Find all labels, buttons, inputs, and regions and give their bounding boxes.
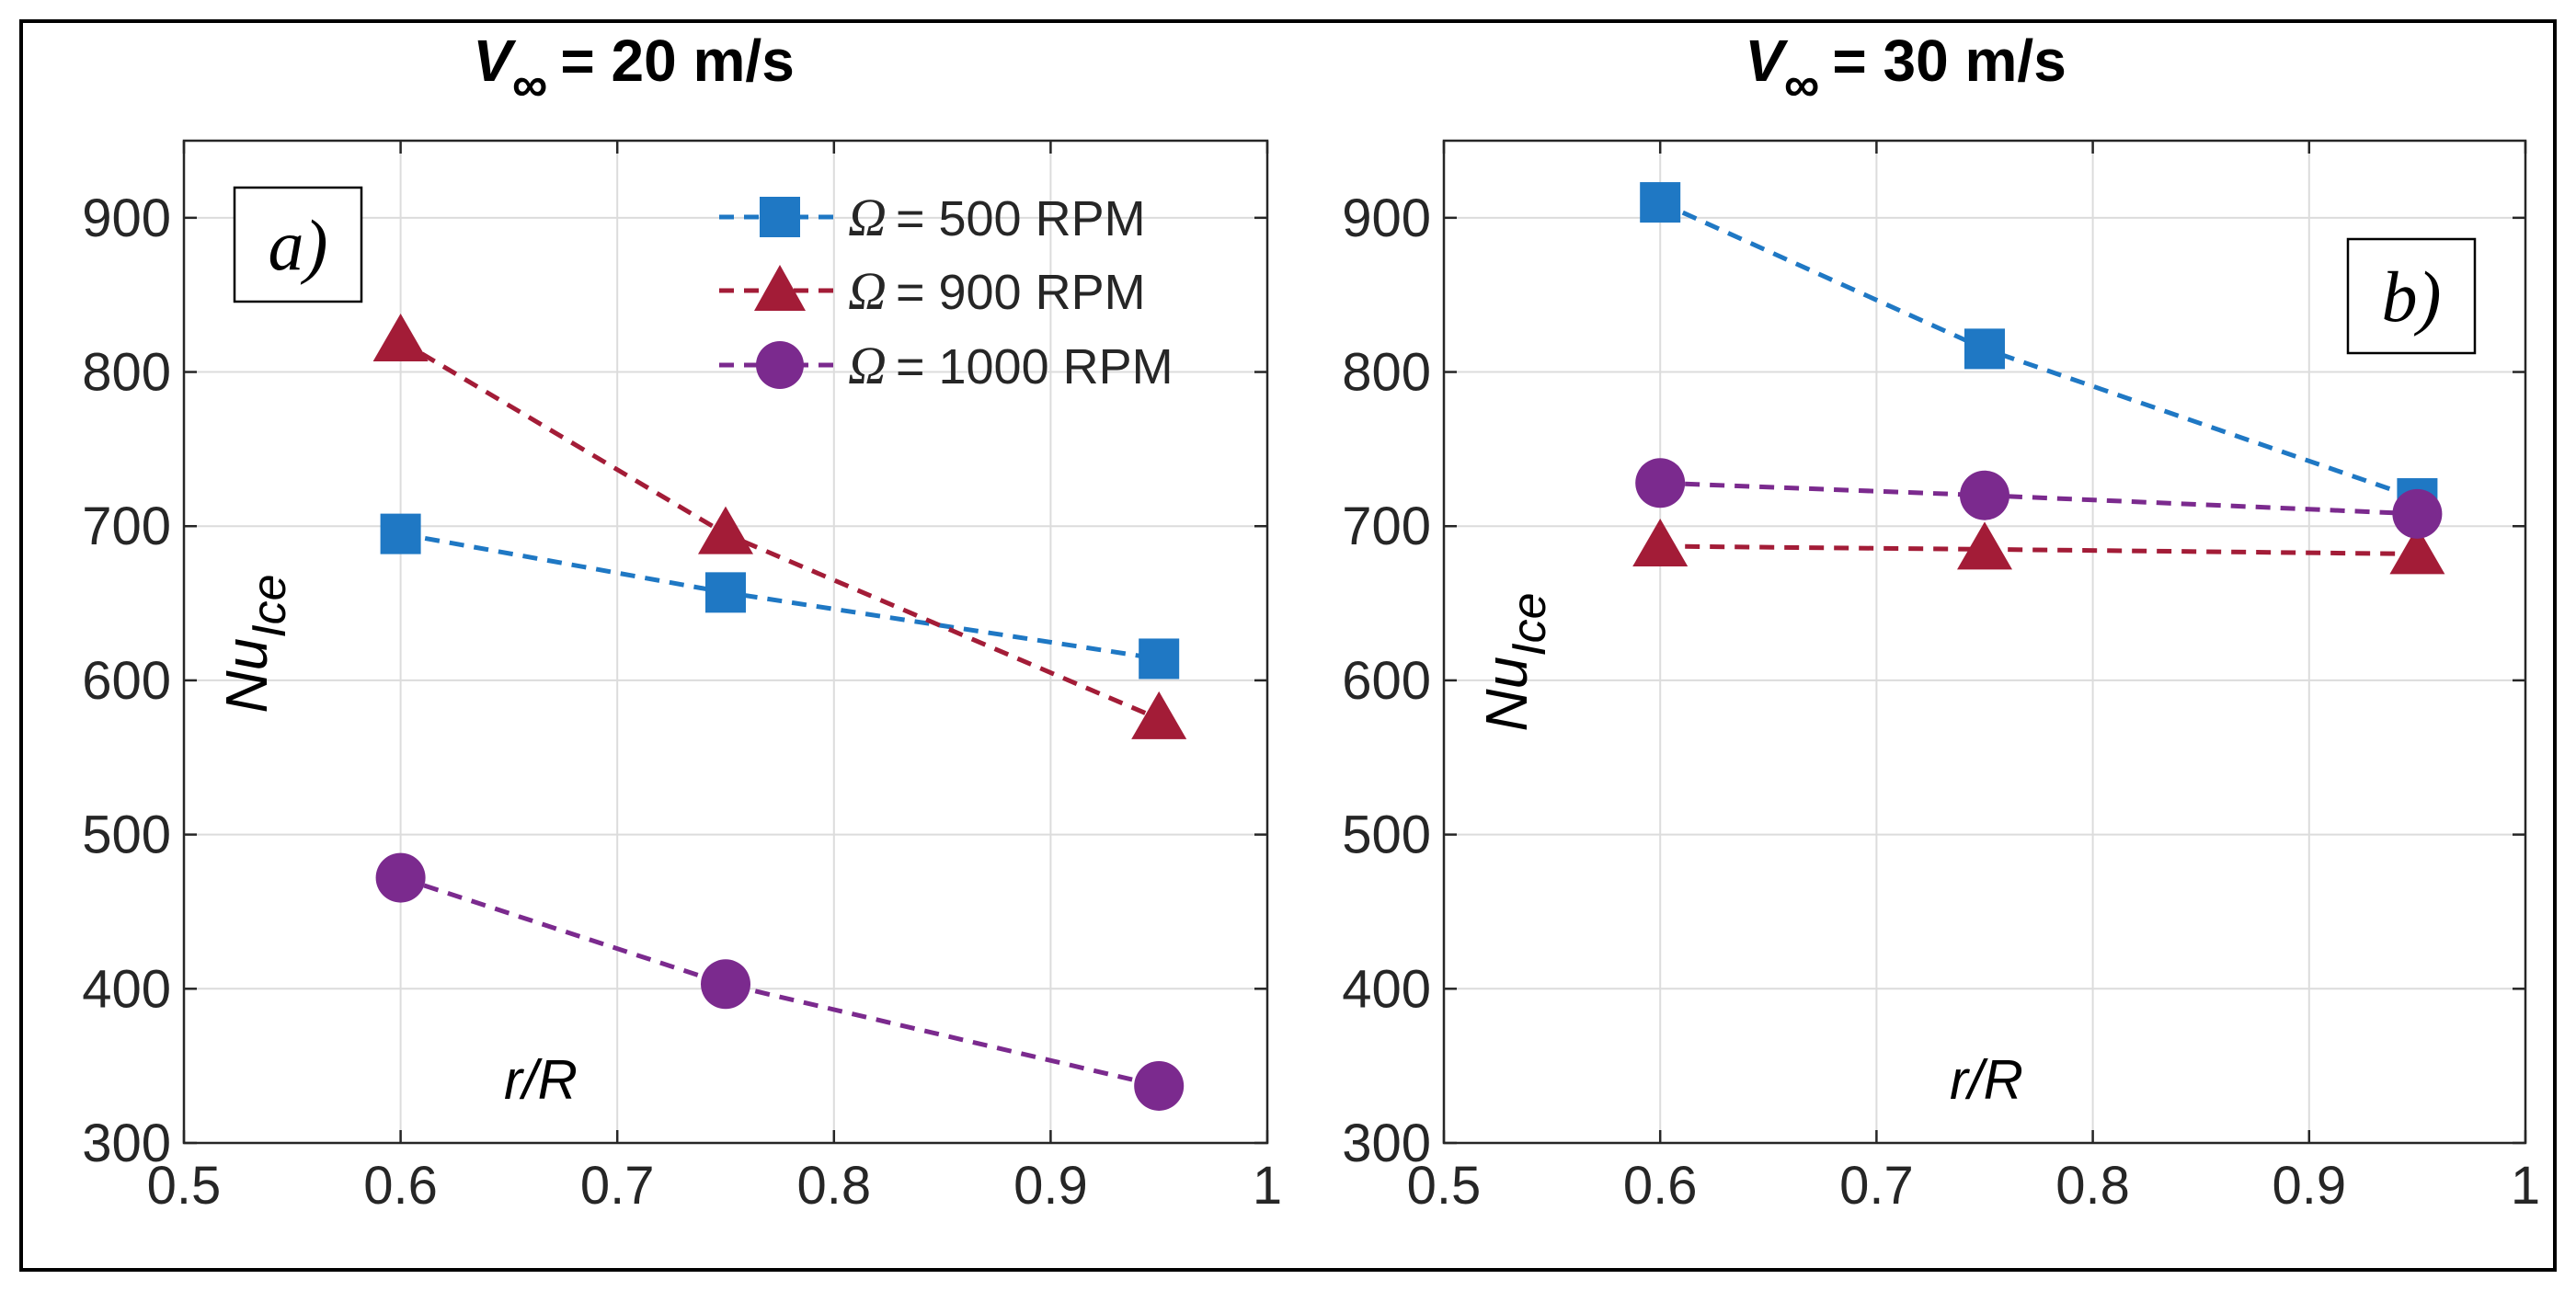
title-symbol: V xyxy=(473,28,517,94)
x-tick-label: 0.6 xyxy=(363,1156,438,1216)
data-point-circle xyxy=(1960,470,2009,520)
figure-frame xyxy=(19,19,2557,1272)
panel-b-ticks xyxy=(1442,141,2527,1145)
ylabel-base: Nu xyxy=(1473,657,1540,732)
x-tick-label: 1 xyxy=(2511,1156,2540,1216)
data-point-circle xyxy=(375,852,426,903)
data-point-triangle xyxy=(2389,526,2445,575)
legend-item-1000: Ω = 1000 RPM xyxy=(719,336,1174,395)
legend-symbol: Ω xyxy=(848,336,887,395)
data-point-triangle xyxy=(1131,691,1187,739)
y-tick-label: 500 xyxy=(1342,805,1431,865)
data-point-square xyxy=(705,572,746,613)
y-tick-label: 300 xyxy=(1342,1114,1431,1173)
title-subscript: ∞ xyxy=(1784,57,1820,112)
title-subscript: ∞ xyxy=(512,57,548,112)
legend-marker-triangle xyxy=(754,265,806,311)
legend-value: = 1000 RPM xyxy=(896,339,1174,394)
panel-a-xlabel: r/R xyxy=(504,1049,578,1111)
legend-marker-circle xyxy=(756,341,804,389)
series-line xyxy=(399,875,1160,1089)
y-tick-label: 400 xyxy=(1342,959,1431,1019)
y-tick-label: 400 xyxy=(82,959,171,1019)
legend-label: Ω = 500 RPM xyxy=(848,188,1146,247)
panel-label-box xyxy=(2346,237,2477,355)
data-point-square xyxy=(1640,182,1681,223)
ylabel-subscript: Ice xyxy=(1503,592,1556,656)
y-tick-label: 800 xyxy=(1342,343,1431,403)
legend-symbol: Ω xyxy=(848,261,887,321)
x-tick-label: 0.9 xyxy=(1013,1156,1088,1216)
legend-item-500: Ω = 500 RPM xyxy=(719,188,1146,247)
title-value: = 20 m/s xyxy=(560,28,794,94)
panel-b-grid xyxy=(1444,141,2525,1143)
data-point-circle xyxy=(701,959,750,1010)
data-point-circle xyxy=(1134,1060,1185,1111)
x-tick-label: 0.8 xyxy=(2055,1156,2130,1216)
data-point-triangle xyxy=(698,506,753,554)
y-tick-label: 600 xyxy=(82,651,171,711)
y-tick-label: 600 xyxy=(1342,651,1431,711)
panel-a-title: V∞ = 20 m/s xyxy=(473,28,795,112)
panel-label-box xyxy=(233,186,363,303)
data-point-triangle xyxy=(372,314,429,361)
legend-label: Ω = 900 RPM xyxy=(848,261,1146,321)
panel-a-ylabel: NuIce xyxy=(213,574,296,713)
legend-label: Ω = 1000 RPM xyxy=(848,336,1174,395)
panel-b-label: b) xyxy=(2346,237,2477,355)
panel-b-xlabel: r/R xyxy=(1950,1049,2023,1111)
data-point-square xyxy=(380,513,421,554)
panel-a: V∞ = 20 m/s 0.5 0.6 0.7 0.8 0.9 1 300 400 500 600 7… xyxy=(82,28,1282,1216)
panel-b-ylabel: NuIce xyxy=(1473,592,1556,731)
panel-b-axes xyxy=(1442,139,2527,1145)
x-tick-label: 0.8 xyxy=(796,1156,871,1216)
panel-b-series xyxy=(1632,182,2445,575)
x-tick-label: 1 xyxy=(1253,1156,1282,1216)
data-point-circle xyxy=(2392,488,2443,539)
panel-label-text: b) xyxy=(2382,257,2442,337)
data-point-circle xyxy=(1635,458,1686,508)
x-tick-label: 0.7 xyxy=(580,1156,655,1216)
x-tick-label: 0.5 xyxy=(147,1156,222,1216)
panel-a-label: a) xyxy=(233,186,363,303)
y-tick-label: 500 xyxy=(82,805,171,865)
data-point-triangle xyxy=(1957,521,2012,570)
data-point-square xyxy=(1964,328,2005,370)
y-tick-label: 300 xyxy=(82,1114,171,1173)
ylabel-subscript: Ice xyxy=(243,574,296,637)
legend: Ω = 500 RPM Ω = 900 RPM Ω = 1000 RPM xyxy=(719,188,1174,395)
data-point-square xyxy=(1139,638,1180,680)
data-point-triangle xyxy=(1632,519,1689,567)
legend-symbol: Ω xyxy=(848,188,887,247)
panel-a-ticks xyxy=(182,141,1269,1145)
legend-marker-square xyxy=(760,197,800,237)
panel-b: V∞ = 30 m/s 0.5 0.6 0.7 0.8 0.9 1 300 400 500 600 7… xyxy=(1342,28,2540,1216)
x-tick-label: 0.7 xyxy=(1839,1156,1914,1216)
y-tick-label: 700 xyxy=(1342,497,1431,556)
panel-a-tick-labels: 0.5 0.6 0.7 0.8 0.9 1 300 400 500 600 700 800 900 xyxy=(82,189,1282,1216)
x-tick-label: 0.9 xyxy=(2272,1156,2346,1216)
legend-item-900: Ω = 900 RPM xyxy=(719,261,1146,321)
panel-a-series xyxy=(372,314,1187,1111)
y-tick-label: 900 xyxy=(82,189,171,248)
title-symbol: V xyxy=(1745,28,1789,94)
y-tick-label: 700 xyxy=(82,497,171,556)
y-tick-label: 900 xyxy=(1342,189,1431,248)
title-value: = 30 m/s xyxy=(1832,28,2066,94)
x-tick-label: 0.6 xyxy=(1623,1156,1698,1216)
panel-b-title: V∞ = 30 m/s xyxy=(1745,28,2067,112)
y-tick-label: 800 xyxy=(82,343,171,403)
panel-label-text: a) xyxy=(269,205,328,285)
legend-value: = 900 RPM xyxy=(896,265,1146,320)
ylabel-base: Nu xyxy=(213,638,280,714)
legend-value: = 500 RPM xyxy=(896,191,1146,246)
panel-b-tick-labels: 0.5 0.6 0.7 0.8 0.9 1 300 400 500 600 700 800 900 xyxy=(1342,189,2540,1216)
x-tick-label: 0.5 xyxy=(1407,1156,1482,1216)
